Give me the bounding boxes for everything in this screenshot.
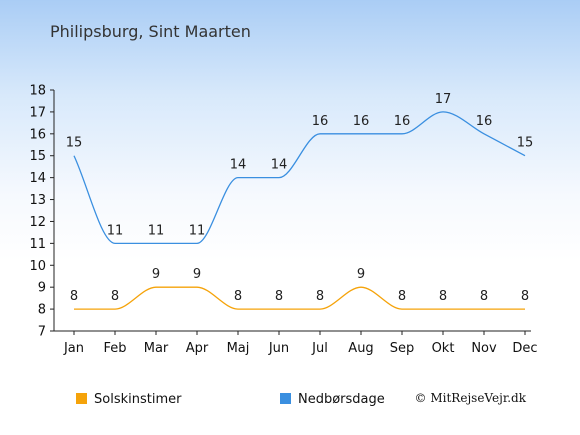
x-tick-label: Aug bbox=[348, 341, 373, 356]
x-tick-label: Jan bbox=[63, 341, 84, 356]
data-label: 9 bbox=[152, 267, 160, 282]
y-tick-label: 7 bbox=[38, 325, 46, 340]
series-layer bbox=[73, 111, 526, 310]
x-tick-label: Okt bbox=[432, 341, 455, 356]
x-tick-label: Mar bbox=[144, 341, 169, 356]
data-label: 9 bbox=[193, 267, 201, 282]
legend-label-nedb-rsdage: Nedbørsdage bbox=[298, 392, 385, 407]
data-label: 16 bbox=[394, 114, 411, 129]
y-tick-label: 16 bbox=[29, 127, 46, 142]
x-tick-label: Sep bbox=[390, 341, 415, 356]
series-line-nedb-rsdage bbox=[73, 111, 526, 245]
data-label: 11 bbox=[107, 223, 124, 238]
data-label: 14 bbox=[230, 158, 247, 173]
data-label: 8 bbox=[521, 289, 529, 304]
legend-label-solskinstimer: Solskinstimer bbox=[94, 392, 182, 407]
y-tick-label: 18 bbox=[29, 84, 46, 99]
x-tick-label: Nov bbox=[471, 341, 497, 356]
data-label: 11 bbox=[148, 223, 165, 238]
y-tick-label: 15 bbox=[29, 149, 46, 164]
data-labels: 8 8 9 9 8 8 8 9 8 8 8 8 15 11 11 11 14 14 16 16 16 17 16 15 bbox=[66, 92, 534, 304]
legend: Solskinstimer Nedbørsdage bbox=[76, 392, 385, 407]
data-label: 16 bbox=[312, 114, 329, 129]
data-label: 8 bbox=[480, 289, 488, 304]
data-label: 17 bbox=[435, 92, 452, 107]
y-tick-label: 10 bbox=[29, 259, 46, 274]
data-label: 8 bbox=[275, 289, 283, 304]
x-tick-label: Maj bbox=[227, 341, 250, 356]
x-tick-label: Feb bbox=[103, 341, 126, 356]
y-tick-label: 14 bbox=[29, 171, 46, 186]
x-tick-label: Jul bbox=[311, 341, 328, 356]
copyright-text: © MitRejseVejr.dk bbox=[415, 391, 527, 405]
x-tick-label: Apr bbox=[186, 341, 209, 356]
data-label: 8 bbox=[70, 289, 78, 304]
data-label: 16 bbox=[476, 114, 493, 129]
chart-title: Philipsburg, Sint Maarten bbox=[50, 22, 251, 41]
y-tick-label: 12 bbox=[29, 215, 46, 230]
data-label: 9 bbox=[357, 267, 365, 282]
y-tick-label: 8 bbox=[38, 303, 46, 318]
data-label: 15 bbox=[517, 136, 534, 151]
data-label: 8 bbox=[439, 289, 447, 304]
axes: 7 8 9 10 11 12 13 14 15 16 17 18 Jan Feb Mar Apr Maj Jun J… bbox=[29, 84, 537, 357]
data-label: 11 bbox=[189, 223, 206, 238]
y-tick-label: 9 bbox=[38, 281, 46, 296]
legend-swatch-solskinstimer bbox=[76, 393, 87, 404]
data-label: 16 bbox=[353, 114, 370, 129]
x-tick-label: Dec bbox=[512, 341, 537, 356]
data-label: 8 bbox=[316, 289, 324, 304]
data-label: 15 bbox=[66, 136, 83, 151]
y-tick-label: 17 bbox=[29, 105, 46, 120]
data-label: 8 bbox=[111, 289, 119, 304]
y-tick-label: 13 bbox=[29, 193, 46, 208]
data-label: 14 bbox=[271, 158, 288, 173]
series-line-solskinstimer bbox=[73, 286, 525, 310]
data-label: 8 bbox=[234, 289, 242, 304]
data-label: 8 bbox=[398, 289, 406, 304]
legend-swatch-nedb-rsdage bbox=[280, 393, 291, 404]
y-tick-label: 11 bbox=[29, 237, 46, 252]
x-tick-label: Jun bbox=[268, 341, 289, 356]
